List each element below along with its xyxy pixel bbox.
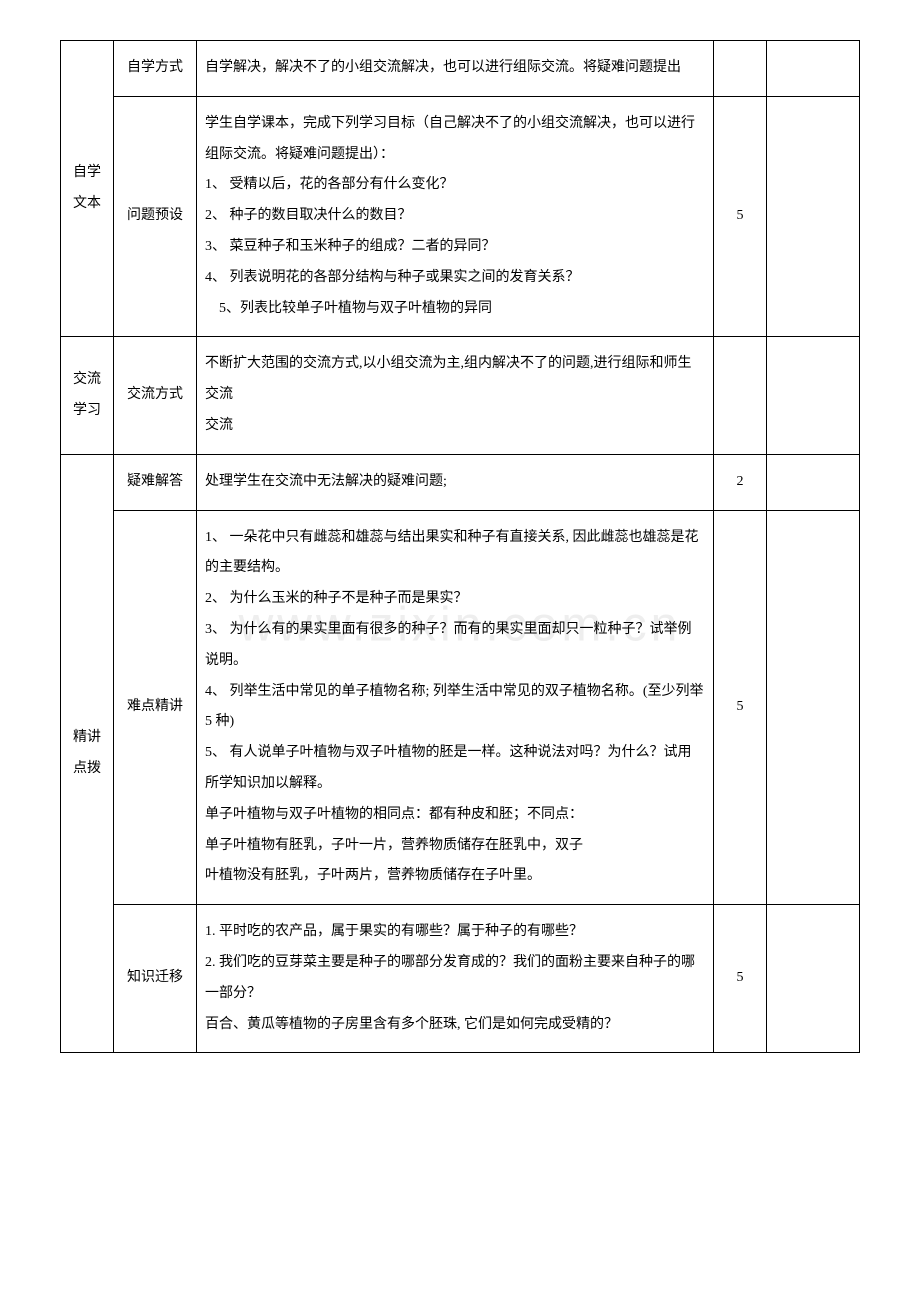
subsection-label: 交流方式 bbox=[114, 337, 197, 454]
subsection-label: 难点精讲 bbox=[114, 510, 197, 905]
lesson-table: 自学文本 自学方式 自学解决，解决不了的小组交流解决，也可以进行组际交流。将疑难… bbox=[60, 40, 860, 1053]
list-item: 2. 我们吃的豆芽菜主要是种子的哪部分发育成的？我们的面粉主要来自种子的哪一部分… bbox=[205, 948, 705, 1010]
list-item: 1、 一朵花中只有雌蕊和雄蕊与结出果实和种子有直接关系, 因此雌蕊也雄蕊是花的主… bbox=[205, 523, 705, 585]
content-cell: 不断扩大范围的交流方式,以小组交流为主,组内解决不了的问题,进行组际和师生交流 … bbox=[197, 337, 714, 454]
section-label: 交流学习 bbox=[61, 337, 114, 454]
time-cell: 5 bbox=[714, 96, 767, 337]
content-cell: 自学解决，解决不了的小组交流解决，也可以进行组际交流。将疑难问题提出 bbox=[197, 41, 714, 97]
content-cell: 1. 平时吃的农产品，属于果实的有哪些？属于种子的有哪些？ 2. 我们吃的豆芽菜… bbox=[197, 905, 714, 1053]
content-text: 交流 bbox=[205, 411, 705, 442]
content-text: 不断扩大范围的交流方式,以小组交流为主,组内解决不了的问题,进行组际和师生交流 bbox=[205, 349, 705, 411]
time-cell: 5 bbox=[714, 510, 767, 905]
note-cell bbox=[767, 96, 860, 337]
note-cell bbox=[767, 905, 860, 1053]
list-item: 3、 菜豆种子和玉米种子的组成？二者的异同？ bbox=[205, 232, 705, 263]
subsection-label: 问题预设 bbox=[114, 96, 197, 337]
content-text: 百合、黄瓜等植物的子房里含有多个胚珠, 它们是如何完成受精的？ bbox=[205, 1010, 705, 1041]
time-cell: 5 bbox=[714, 905, 767, 1053]
content-cell: 学生自学课本，完成下列学习目标（自己解决不了的小组交流解决，也可以进行组际交流。… bbox=[197, 96, 714, 337]
content-text: 自学解决，解决不了的小组交流解决，也可以进行组际交流。将疑难问题提出 bbox=[205, 53, 705, 84]
list-item: 1、 受精以后，花的各部分有什么变化？ bbox=[205, 170, 705, 201]
subsection-label: 自学方式 bbox=[114, 41, 197, 97]
table-row: 交流学习 交流方式 不断扩大范围的交流方式,以小组交流为主,组内解决不了的问题,… bbox=[61, 337, 860, 454]
note-cell bbox=[767, 510, 860, 905]
section-label: 精讲点拨 bbox=[61, 454, 114, 1053]
content-cell: 处理学生在交流中无法解决的疑难问题; bbox=[197, 454, 714, 510]
content-text: 叶植物没有胚乳，子叶两片，营养物质储存在子叶里。 bbox=[205, 861, 705, 892]
content-text: 单子叶植物与双子叶植物的相同点：都有种皮和胚；不同点： bbox=[205, 800, 705, 831]
note-cell bbox=[767, 41, 860, 97]
content-text: 学生自学课本，完成下列学习目标（自己解决不了的小组交流解决，也可以进行组际交流。… bbox=[205, 109, 705, 171]
content-text: 单子叶植物有胚乳，子叶一片，营养物质储存在胚乳中，双子 bbox=[205, 831, 705, 862]
subsection-label: 疑难解答 bbox=[114, 454, 197, 510]
list-item: 2、 种子的数目取决什么的数目？ bbox=[205, 201, 705, 232]
list-item: 2、 为什么玉米的种子不是种子而是果实？ bbox=[205, 584, 705, 615]
list-item: 4、 列表说明花的各部分结构与种子或果实之间的发育关系？ bbox=[205, 263, 705, 294]
table-row: 问题预设 学生自学课本，完成下列学习目标（自己解决不了的小组交流解决，也可以进行… bbox=[61, 96, 860, 337]
table-row: 难点精讲 1、 一朵花中只有雌蕊和雄蕊与结出果实和种子有直接关系, 因此雌蕊也雄… bbox=[61, 510, 860, 905]
content-text: 处理学生在交流中无法解决的疑难问题; bbox=[205, 467, 705, 498]
table-row: 精讲点拨 疑难解答 处理学生在交流中无法解决的疑难问题; 2 bbox=[61, 454, 860, 510]
time-cell bbox=[714, 41, 767, 97]
note-cell bbox=[767, 454, 860, 510]
table-row: 知识迁移 1. 平时吃的农产品，属于果实的有哪些？属于种子的有哪些？ 2. 我们… bbox=[61, 905, 860, 1053]
list-item: 1. 平时吃的农产品，属于果实的有哪些？属于种子的有哪些？ bbox=[205, 917, 705, 948]
table-row: 自学文本 自学方式 自学解决，解决不了的小组交流解决，也可以进行组际交流。将疑难… bbox=[61, 41, 860, 97]
time-cell bbox=[714, 337, 767, 454]
section-label: 自学文本 bbox=[61, 41, 114, 337]
document-page: 自学文本 自学方式 自学解决，解决不了的小组交流解决，也可以进行组际交流。将疑难… bbox=[60, 40, 860, 1053]
time-cell: 2 bbox=[714, 454, 767, 510]
list-item: 4、 列举生活中常见的单子植物名称; 列举生活中常见的双子植物名称。(至少列举 … bbox=[205, 677, 705, 739]
note-cell bbox=[767, 337, 860, 454]
list-item: 3、 为什么有的果实里面有很多的种子？而有的果实里面却只一粒种子？试举例说明。 bbox=[205, 615, 705, 677]
content-cell: 1、 一朵花中只有雌蕊和雄蕊与结出果实和种子有直接关系, 因此雌蕊也雄蕊是花的主… bbox=[197, 510, 714, 905]
list-item: 5、 有人说单子叶植物与双子叶植物的胚是一样。这种说法对吗？为什么？试用所学知识… bbox=[205, 738, 705, 800]
list-item: 5、列表比较单子叶植物与双子叶植物的异同 bbox=[205, 294, 705, 325]
subsection-label: 知识迁移 bbox=[114, 905, 197, 1053]
